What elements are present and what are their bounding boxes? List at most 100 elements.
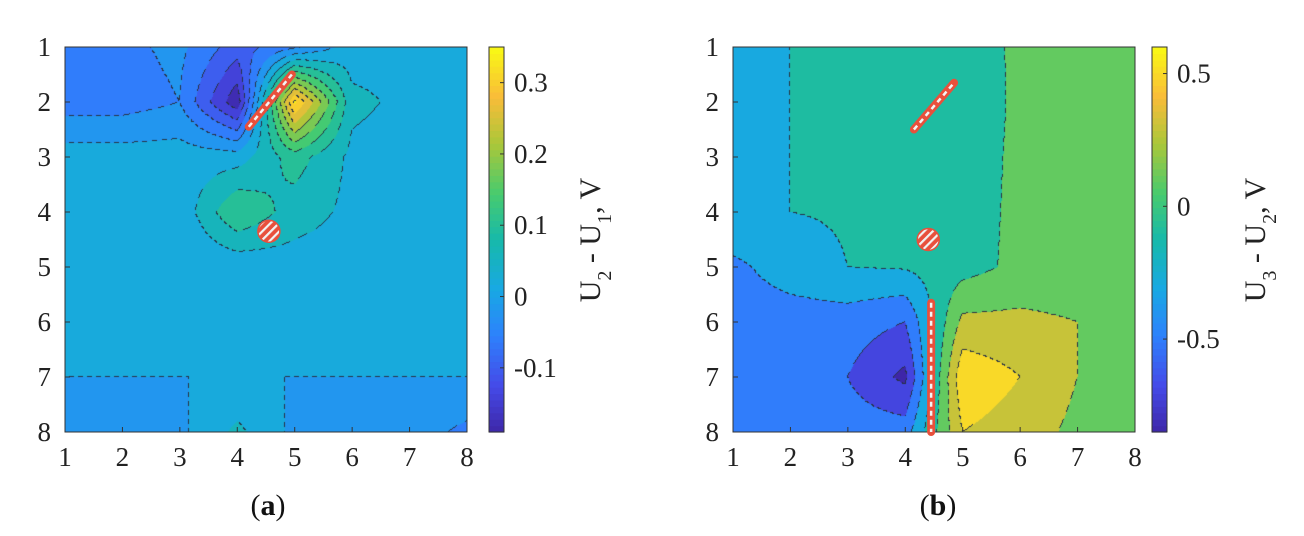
colorbar-segment (489, 162, 504, 170)
colorbar-segment (489, 297, 504, 305)
x-tick-label: 5 (288, 442, 302, 472)
colorbar-segment (489, 194, 504, 202)
colorbar-segment (1152, 316, 1167, 324)
colorbar-tick-label: -0.1 (514, 353, 557, 383)
colorbar-segment (1152, 66, 1167, 74)
colorbar-segment (489, 406, 504, 414)
colorbar-segment (1152, 98, 1167, 106)
colorbar-segment (489, 79, 504, 87)
y-tick-label: 8 (706, 417, 720, 447)
colorbar-segment (1152, 124, 1167, 132)
plot-frame (64, 46, 468, 433)
colorbar-segment (489, 303, 504, 311)
colorbar-segment (1152, 367, 1167, 375)
colorbar-segment (489, 53, 504, 61)
colorbar-segment (1152, 207, 1167, 215)
colorbar-segment (1152, 85, 1167, 93)
y-tick-label: 2 (706, 87, 720, 117)
colorbar-segment (1152, 175, 1167, 183)
colorbar-label: U2 - U1, V (574, 177, 616, 302)
colorbar-segment (1152, 271, 1167, 279)
colorbar-segment (1152, 355, 1167, 363)
colorbar-segment (1152, 412, 1167, 420)
colorbar-segment (1152, 284, 1167, 292)
colorbar-segment (489, 361, 504, 369)
colorbar-segment (489, 85, 504, 93)
colorbar-tick-label: 0 (1177, 191, 1191, 221)
colorbar-segment (1152, 136, 1167, 144)
x-tick-label: 5 (956, 442, 970, 472)
colorbar-segment (489, 175, 504, 183)
panel-caption: (a) (251, 489, 286, 522)
colorbar-segment (489, 220, 504, 228)
x-tick-label: 8 (1128, 442, 1142, 472)
colorbar-segment (1152, 335, 1167, 343)
colorbar-segment (1152, 213, 1167, 221)
colorbar-segment (489, 329, 504, 337)
colorbar-segment (489, 201, 504, 209)
colorbar-segment (1152, 406, 1167, 414)
defect-hatch (912, 81, 956, 131)
colorbar-segment (489, 188, 504, 196)
colorbar-segment (1152, 258, 1167, 266)
colorbar-segment (1152, 130, 1167, 138)
colorbar-segment (1152, 278, 1167, 286)
colorbar-segment (489, 265, 504, 273)
colorbar-segment (1152, 310, 1167, 318)
colorbar-segment (1152, 156, 1167, 164)
colorbar-segment (1152, 117, 1167, 125)
colorbar-segment (489, 130, 504, 138)
colorbar-segment (1152, 111, 1167, 119)
colorbar-segment (1152, 104, 1167, 112)
colorbar-segment (1152, 47, 1167, 55)
x-tick-label: 8 (460, 442, 474, 472)
colorbar-segment (1152, 143, 1167, 151)
y-tick-label: 7 (706, 362, 720, 392)
colorbar-segment (489, 168, 504, 176)
colorbar-segment (1152, 290, 1167, 298)
colorbar-segment (1152, 342, 1167, 350)
colorbar-segment (1152, 72, 1167, 80)
y-tick-label: 6 (706, 307, 720, 337)
defect-circle-marker (916, 227, 941, 252)
x-tick-label: 2 (116, 442, 130, 472)
colorbar-segment (489, 136, 504, 144)
colorbar-segment (489, 72, 504, 80)
y-tick-label: 5 (706, 252, 720, 282)
panel-caption: (b) (920, 489, 957, 522)
y-tick-label: 3 (706, 142, 720, 172)
colorbar-segment (489, 335, 504, 343)
colorbar-segment (489, 399, 504, 407)
colorbar-segment (489, 258, 504, 266)
colorbar-segment (489, 239, 504, 247)
colorbar-segment (1152, 226, 1167, 234)
defect-hatch (247, 73, 293, 128)
colorbar-segment (1152, 361, 1167, 369)
colorbar-segment (489, 348, 504, 356)
colorbar-segment (1152, 233, 1167, 241)
x-tick-label: 2 (784, 442, 798, 472)
colorbar-segment (1152, 201, 1167, 209)
colorbar-tick-label: 0.1 (514, 210, 548, 240)
y-tick-label: 8 (38, 417, 52, 447)
x-tick-label: 1 (726, 442, 740, 472)
colorbar-segment (1152, 329, 1167, 337)
y-tick-label: 4 (38, 197, 52, 227)
colorbar-tick-label: 0.2 (514, 139, 548, 169)
x-tick-label: 6 (1013, 442, 1027, 472)
colorbar-frame (488, 46, 505, 433)
colorbar-segment (1152, 194, 1167, 202)
colorbar-segment (489, 98, 504, 106)
colorbar-segment (489, 104, 504, 112)
colorbar-segment (489, 425, 504, 433)
defect-circle-marker (257, 219, 281, 243)
colorbar-segment (489, 149, 504, 157)
colorbar-segment (1152, 53, 1167, 61)
y-tick-label: 7 (38, 362, 52, 392)
colorbar-segment (489, 271, 504, 279)
colorbar-segment (489, 207, 504, 215)
colorbar-segment (1152, 374, 1167, 382)
y-tick-label: 4 (706, 197, 720, 227)
colorbar-segment (1152, 265, 1167, 273)
